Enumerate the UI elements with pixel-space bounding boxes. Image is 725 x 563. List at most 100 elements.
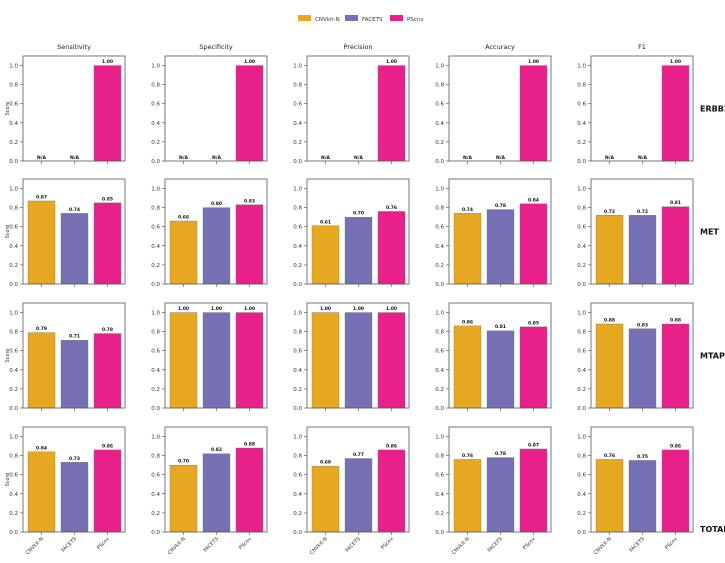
- legend-swatch: [390, 15, 403, 21]
- bar-value-label: 0.73: [69, 456, 80, 462]
- y-tick-label: 0.8: [151, 454, 160, 460]
- y-tick-label: 0.4: [9, 492, 18, 498]
- panel-title: Specificity: [199, 43, 233, 51]
- bar-pscnv: [93, 449, 122, 533]
- bar-facets: [202, 207, 231, 285]
- y-tick-label: 0.4: [435, 492, 444, 498]
- x-tick-label: PScnv: [96, 536, 111, 551]
- y-tick-label: 0.4: [293, 368, 302, 374]
- bar-value-label: 0.87: [36, 194, 47, 200]
- y-tick-label: 0.2: [577, 511, 586, 517]
- y-tick-label: 0.0: [293, 406, 302, 412]
- y-tick-label: 0.4: [9, 368, 18, 374]
- bar-cnvkit-n: [169, 312, 198, 409]
- y-tick-label: 0.6: [577, 349, 586, 355]
- x-tick-label: PScnv: [664, 536, 679, 551]
- bar-facets: [60, 340, 89, 409]
- y-tick-label: 0.2: [151, 511, 160, 517]
- bar-pscnv: [519, 448, 548, 533]
- y-tick-label: 0.0: [9, 282, 18, 288]
- y-tick-label: 0.8: [435, 206, 444, 212]
- y-tick-label: 0.0: [151, 282, 160, 288]
- na-label: N/A: [212, 155, 221, 161]
- y-tick-label: 0.8: [293, 206, 302, 212]
- panel-title: Accuracy: [485, 43, 515, 51]
- panel-frame: [164, 302, 268, 409]
- bar-value-label: 0.79: [36, 326, 47, 332]
- bar-cnvkit-n: [311, 465, 340, 533]
- x-tick-label: FACETS: [60, 536, 77, 553]
- na-label: N/A: [496, 155, 505, 161]
- y-tick-label: 0.4: [577, 121, 586, 127]
- y-tick-label: 0.2: [151, 140, 160, 146]
- y-tick-label: 0.4: [435, 368, 444, 374]
- na-label: N/A: [638, 155, 647, 161]
- bar-value-label: 1.00: [670, 59, 681, 65]
- y-tick-label: 0.6: [9, 225, 18, 231]
- bar-cnvkit-n: [27, 332, 56, 409]
- panel-title: Sensitivity: [57, 43, 91, 51]
- y-tick-label: 0.8: [435, 330, 444, 336]
- y-tick-label: 0.0: [293, 159, 302, 165]
- y-tick-label: 0.4: [435, 244, 444, 250]
- bar-value-label: 0.75: [637, 454, 648, 460]
- y-tick-label: 0.6: [151, 102, 160, 108]
- y-tick-label: 0.6: [435, 473, 444, 479]
- y-tick-label: 0.6: [435, 102, 444, 108]
- y-tick-label: 1.0: [151, 64, 160, 70]
- y-tick-label: 0.6: [577, 225, 586, 231]
- y-tick-label: 0.6: [435, 225, 444, 231]
- y-tick-label: 0.0: [293, 282, 302, 288]
- bar-value-label: 0.72: [604, 209, 615, 215]
- y-tick-label: 1.0: [9, 64, 18, 70]
- bar-value-label: 0.86: [462, 319, 473, 325]
- bar-pscnv: [377, 312, 406, 409]
- y-tick-label: 0.0: [435, 159, 444, 165]
- bar-value-label: 0.88: [604, 318, 615, 324]
- y-tick-label: 0.4: [9, 244, 18, 250]
- legend-label: CNVkit-N: [315, 17, 340, 23]
- x-tick-label: FACETS: [628, 536, 645, 553]
- bar-pscnv: [93, 65, 122, 162]
- y-tick-label: 0.8: [293, 330, 302, 336]
- bar-value-label: 0.80: [211, 201, 222, 207]
- bar-facets: [344, 312, 373, 409]
- panel-frame: [448, 426, 552, 533]
- x-tick-label: PScnv: [522, 536, 537, 551]
- x-tick-label: CNVkit-N: [167, 536, 187, 556]
- bar-value-label: 0.82: [211, 447, 222, 453]
- bar-pscnv: [235, 312, 264, 409]
- y-tick-label: 0.8: [151, 206, 160, 212]
- bar-value-label: 1.00: [178, 306, 189, 312]
- y-tick-label: 0.4: [9, 121, 18, 127]
- bar-value-label: 1.00: [386, 59, 397, 65]
- bar-cnvkit-n: [311, 225, 340, 285]
- y-tick-label: 0.8: [9, 330, 18, 336]
- bar-pscnv: [519, 203, 548, 285]
- panel-frame: [306, 302, 410, 409]
- y-tick-label: 1.0: [293, 64, 302, 70]
- bar-value-label: 0.74: [69, 207, 80, 213]
- y-tick-label: 0.0: [577, 406, 586, 412]
- y-tick-label: 0.2: [435, 140, 444, 146]
- legend-label: FACETS: [362, 17, 383, 23]
- y-tick-label: 0.4: [151, 121, 160, 127]
- na-label: N/A: [179, 155, 188, 161]
- bar-cnvkit-n: [311, 312, 340, 409]
- y-tick-label: 0.8: [577, 206, 586, 212]
- y-tick-label: 1.0: [9, 311, 18, 317]
- y-tick-label: 0.8: [293, 454, 302, 460]
- bar-pscnv: [93, 333, 122, 409]
- bar-cnvkit-n: [595, 215, 624, 285]
- y-tick-label: 0.4: [151, 244, 160, 250]
- y-tick-label: 0.8: [577, 83, 586, 89]
- bar-value-label: 1.00: [528, 59, 539, 65]
- y-tick-label: 0.8: [435, 454, 444, 460]
- y-tick-label: 0.2: [151, 263, 160, 269]
- bar-value-label: 1.00: [102, 59, 113, 65]
- bar-value-label: 0.86: [670, 443, 681, 449]
- y-tick-label: 0.4: [293, 121, 302, 127]
- y-tick-label: 0.0: [9, 530, 18, 536]
- y-tick-label: 0.6: [293, 102, 302, 108]
- y-tick-label: 0.6: [577, 473, 586, 479]
